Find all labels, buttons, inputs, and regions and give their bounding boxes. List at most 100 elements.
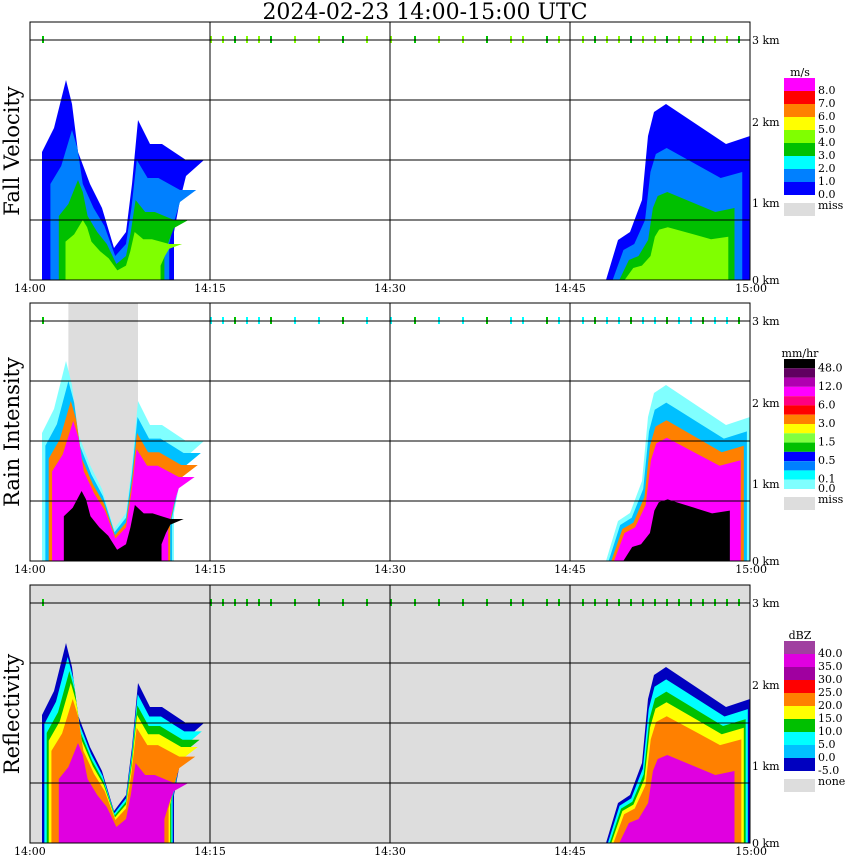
- legend-swatch: [784, 680, 815, 693]
- legend-swatch: [784, 719, 815, 732]
- legend-swatch: [784, 479, 815, 489]
- legend-value: 4.0: [818, 136, 836, 149]
- legend-unit: m/s: [790, 66, 810, 79]
- panel-rain-intensity: 14:00 14:15 14:30 14:45 15:00 3 km 2 km 1 km 0 k…: [0, 302, 844, 576]
- legend-unit: dBZ: [789, 629, 812, 642]
- y-axis-label: Fall Velocity: [0, 86, 24, 216]
- y-tick-label: 3 km: [752, 597, 780, 610]
- legend-value: 30.0: [818, 673, 843, 686]
- legend-swatch: [784, 667, 815, 680]
- legend-value: 3.0: [818, 417, 836, 430]
- legend-value: 40.0: [818, 647, 843, 660]
- legend-swatch: [784, 359, 815, 369]
- legend-value: 2.0: [818, 162, 836, 175]
- legend-swatch: [784, 732, 815, 745]
- legend-value: 0.5: [818, 454, 836, 467]
- y-tick-label: 0 km: [752, 837, 780, 850]
- legend-value: 0.0: [818, 482, 836, 495]
- y-tick-label: 2 km: [752, 679, 780, 692]
- legend-swatch: [784, 405, 815, 415]
- x-tick-label: 14:15: [194, 845, 226, 858]
- echo-1-layer-3: [624, 227, 729, 280]
- legend-missing-label: miss: [818, 199, 844, 212]
- panel-reflectivity: 14:00 14:15 14:30 14:45 15:00 3 km 2 km 1 km 0 k…: [0, 584, 845, 858]
- x-tick-label: 14:45: [554, 563, 586, 576]
- echo-0-layer-4: [63, 491, 184, 561]
- x-tick-label: 15:00: [735, 563, 767, 576]
- legend-swatch: [784, 396, 815, 406]
- legend-missing-label: none: [818, 775, 845, 788]
- y-tick-label: 3 km: [752, 34, 780, 47]
- x-tick-label: 14:00: [14, 845, 46, 858]
- legend-value: -5.0: [818, 764, 839, 777]
- legend-value: 12.0: [818, 380, 843, 393]
- legend-swatch: [784, 130, 815, 143]
- x-tick-label: 15:00: [735, 845, 767, 858]
- legend-missing-swatch: [784, 203, 815, 216]
- legend-unit: mm/hr: [782, 347, 820, 360]
- y-tick-label: 1 km: [752, 478, 780, 491]
- echo-0-layer-3: [65, 220, 183, 280]
- y-tick-label: 2 km: [752, 116, 780, 129]
- legend-swatch: [784, 451, 815, 462]
- legend-missing-label: miss: [818, 493, 844, 506]
- legend-swatch: [784, 143, 815, 156]
- legend-value: 25.0: [818, 686, 843, 699]
- legend-value: 5.0: [818, 738, 836, 751]
- legend-swatch: [784, 424, 815, 434]
- echo-1-layer-5: [619, 755, 735, 843]
- legend-swatch: [784, 470, 815, 480]
- legend-value: 7.0: [818, 97, 836, 110]
- legend-value: 8.0: [818, 84, 836, 97]
- x-tick-label: 14:00: [14, 563, 46, 576]
- y-tick-label: 0 km: [752, 555, 780, 568]
- x-tick-label: 14:45: [554, 282, 586, 295]
- legend-swatch: [784, 182, 815, 195]
- legend-value: 6.0: [818, 398, 836, 411]
- x-tick-label: 14:45: [554, 845, 586, 858]
- legend-value: 15.0: [818, 712, 843, 725]
- y-axis-label: Rain Intensity: [0, 357, 24, 507]
- legend-value: 20.0: [818, 699, 843, 712]
- y-axis-label: Reflectivity: [0, 654, 24, 775]
- plot-frame: [29, 302, 751, 562]
- legend-value: 1.0: [818, 175, 836, 188]
- y-tick-label: 1 km: [752, 760, 780, 773]
- legend-swatch: [784, 433, 815, 443]
- x-tick-label: 14:30: [374, 845, 406, 858]
- legend-swatch: [784, 745, 815, 758]
- legend-swatch: [784, 706, 815, 719]
- x-tick-label: 14:30: [374, 282, 406, 295]
- y-tick-label: 0 km: [752, 274, 780, 287]
- legend-value: 0.1: [818, 473, 836, 486]
- x-tick-label: 14:30: [374, 563, 406, 576]
- x-tick-label: 14:15: [194, 563, 226, 576]
- legend-swatch: [784, 91, 815, 104]
- legend-value: 3.0: [818, 149, 836, 162]
- panel-fall-velocity: 14:00 14:15 14:30 14:45 15:00 3 km 2 km 1 km 0 k…: [0, 21, 844, 295]
- legend-value: 6.0: [818, 110, 836, 123]
- legend-swatch: [784, 414, 815, 424]
- legend-swatch: [784, 442, 815, 452]
- legend-swatch: [784, 169, 815, 182]
- legend-value: 0.0: [818, 188, 836, 201]
- legend-swatch: [784, 368, 815, 378]
- y-tick-label: 2 km: [752, 397, 780, 410]
- x-tick-label: 15:00: [735, 282, 767, 295]
- chart-title: 2024-02-23 14:00-15:00 UTC: [262, 0, 588, 25]
- plot-frame: [29, 584, 751, 844]
- legend-swatch: [784, 693, 815, 706]
- legend-value: 48.0: [818, 361, 843, 374]
- legend-value: 1.5: [818, 436, 836, 449]
- y-tick-label: 1 km: [752, 197, 780, 210]
- legend-value: 10.0: [818, 725, 843, 738]
- x-tick-label: 14:00: [14, 282, 46, 295]
- legend-value: 0.0: [818, 751, 836, 764]
- legend-swatch: [784, 78, 815, 91]
- plot-frame: [29, 21, 751, 281]
- y-tick-label: 3 km: [752, 315, 780, 328]
- echo-1-layer-4: [623, 499, 730, 561]
- legend-swatch: [784, 117, 815, 130]
- legend-missing-swatch: [784, 497, 815, 510]
